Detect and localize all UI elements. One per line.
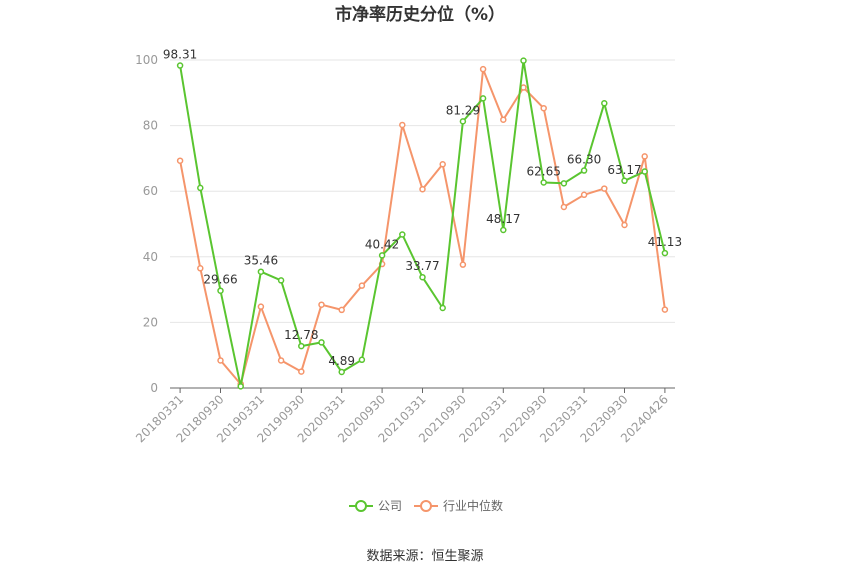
data-point <box>601 185 608 192</box>
data-point <box>298 342 305 350</box>
data-point <box>197 265 204 272</box>
data-point <box>540 104 547 112</box>
data-point <box>197 184 204 192</box>
data-label: 35.46 <box>244 254 278 268</box>
source-note: 数据来源：恒生聚源 <box>366 549 483 564</box>
data-point <box>641 153 648 160</box>
data-point <box>419 185 426 193</box>
data-point <box>277 357 285 364</box>
data-label: 29.66 <box>203 273 237 287</box>
data-label: 48.17 <box>486 212 520 226</box>
data-point <box>661 306 669 313</box>
legend-item[interactable]: 行业中位数 <box>414 498 503 513</box>
data-point <box>257 303 265 310</box>
data-label: 66.30 <box>567 153 601 167</box>
data-label: 62.65 <box>527 165 561 179</box>
data-point <box>257 268 265 275</box>
data-point <box>580 167 588 174</box>
data-point <box>217 357 224 364</box>
y-tick-label: 80 <box>143 119 158 133</box>
data-point <box>479 95 487 102</box>
data-labels: 98.31 29.66 35.46 12.78 4.89 40.42 33.77 81.29 4… <box>163 48 682 368</box>
data-point <box>459 261 467 268</box>
legend-marker <box>355 500 367 512</box>
data-point <box>459 118 467 125</box>
data-point <box>399 121 406 129</box>
y-tick-label: 0 <box>150 381 158 395</box>
data-point <box>621 177 628 185</box>
legend-label: 公司 <box>378 499 402 513</box>
data-point <box>237 383 244 390</box>
data-point <box>176 62 184 69</box>
legend-label: 行业中位数 <box>443 498 503 513</box>
data-point <box>358 282 366 289</box>
data-point <box>439 161 446 168</box>
series-line <box>179 68 666 386</box>
data-point <box>560 180 568 187</box>
data-point <box>419 273 426 281</box>
data-point <box>621 221 628 229</box>
data-point <box>500 116 507 123</box>
data-point <box>318 339 325 346</box>
legend-item[interactable]: 公司 <box>349 499 402 513</box>
data-label: 63.17 <box>607 163 641 177</box>
data-label: 40.42 <box>365 237 399 251</box>
data-label: 41.13 <box>648 235 682 249</box>
legend: 公司 行业中位数 <box>349 498 503 513</box>
data-point <box>338 306 345 314</box>
x-axis: 2018033120180930201903312019093020200331… <box>133 387 675 445</box>
chart-title: 市净率历史分位（%） <box>335 4 505 25</box>
data-point <box>399 231 406 238</box>
data-point <box>641 168 648 175</box>
data-point <box>540 179 547 186</box>
data-point <box>439 304 446 312</box>
y-tick-label: 40 <box>143 250 158 264</box>
y-tick-label: 100 <box>135 53 158 67</box>
data-point <box>479 65 487 73</box>
data-point <box>580 191 588 199</box>
data-label: 81.29 <box>446 103 480 117</box>
data-point <box>661 249 669 257</box>
data-label: 33.77 <box>405 259 439 273</box>
data-point <box>500 226 507 234</box>
data-point <box>601 100 608 107</box>
data-point <box>338 368 345 376</box>
data-point <box>176 157 184 164</box>
series-layer <box>176 57 669 390</box>
data-point <box>378 252 386 259</box>
data-point <box>520 84 527 91</box>
data-point <box>318 301 325 308</box>
data-label: 98.31 <box>163 48 197 62</box>
data-point <box>358 356 366 364</box>
data-label: 12.78 <box>284 328 318 342</box>
data-point <box>277 277 285 284</box>
y-tick-label: 20 <box>143 315 158 329</box>
data-point <box>217 287 224 294</box>
legend-marker <box>420 500 432 512</box>
data-label: 4.89 <box>328 354 355 368</box>
y-tick-label: 60 <box>143 184 158 198</box>
data-point <box>520 57 527 64</box>
data-point <box>298 368 305 375</box>
data-point <box>560 203 568 211</box>
